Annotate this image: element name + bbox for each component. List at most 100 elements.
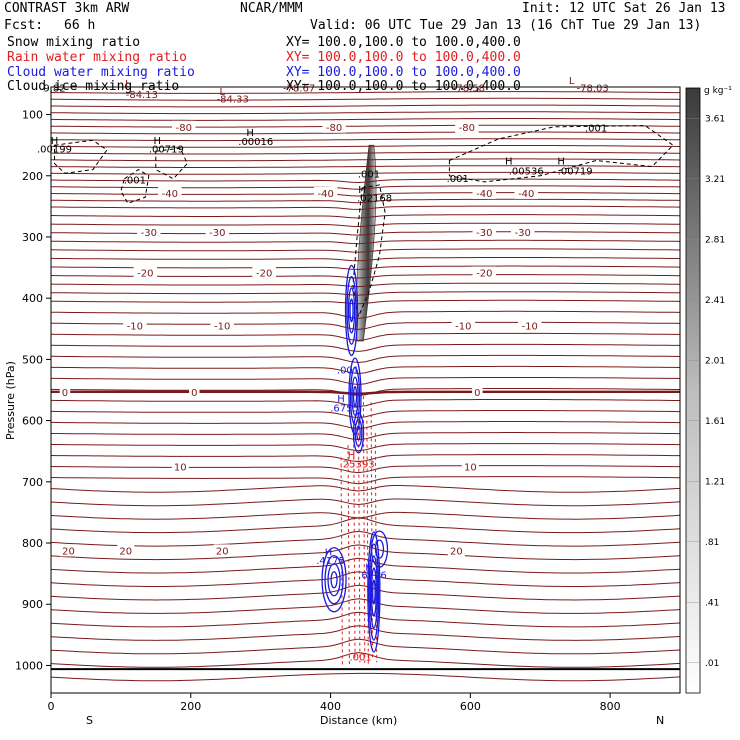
y-tick-label: 200: [22, 170, 43, 183]
isotherm-line: [51, 282, 680, 288]
colorbar-label: 2.81: [705, 235, 725, 245]
extremum-label: .00016: [238, 137, 273, 148]
extremum-label: -84.33: [217, 94, 249, 105]
isotherm-line: [51, 511, 680, 520]
cloud-water-contour: [346, 276, 357, 345]
contour-label: -10: [455, 322, 471, 333]
isotherm-line: [51, 530, 680, 547]
extremum-label: .6226: [358, 571, 387, 582]
y-tick-label: 1000: [15, 659, 43, 672]
rain-contours: [340, 396, 378, 666]
extremum-label: .00536: [509, 167, 544, 178]
plot-frame: [50, 86, 681, 694]
colorbar-label: .81: [705, 538, 719, 548]
isotherm-line: [51, 465, 680, 474]
rain-streak: [353, 426, 356, 660]
contour-label: -40: [317, 189, 333, 200]
contour-label: -30: [141, 228, 157, 239]
cloud-water-contour: [344, 264, 359, 357]
isotherm-line: [51, 185, 680, 190]
cloud-water-contour: [321, 547, 347, 613]
contour-label: -40: [476, 189, 492, 200]
contour-label: -20: [137, 268, 153, 279]
extremum-label: -78.67: [283, 83, 315, 94]
x-end-label-south: S: [86, 714, 93, 727]
field-xy-snow: XY= 100.0,100.0 to 100.0,400.0: [286, 35, 521, 50]
colorbar-label: 3.21: [705, 175, 725, 185]
colorbar-label: 2.41: [705, 296, 725, 306]
model-title: CONTRAST 3km ARW: [4, 1, 130, 16]
extremum-label: H: [348, 451, 356, 462]
extremum-label: .001: [349, 653, 371, 664]
extremum-label: H: [358, 185, 366, 196]
isotherm-line: [51, 332, 680, 341]
extremum-label: H: [505, 157, 513, 168]
cloud-ice-contours: [54, 125, 674, 319]
isotherm-line: [51, 443, 680, 452]
isotherm-line: [51, 97, 680, 101]
contour-labels: -80 -80 -80 -40 -40 -40 -40 -30 -30 -30 -30 -20 -20 -…: [59, 120, 542, 557]
rain-streak: [366, 420, 369, 666]
extremum-label: -78.58: [453, 83, 485, 94]
isotherm-line: [51, 544, 680, 561]
contour-label: -20: [476, 268, 492, 279]
colorbar-label: 2.01: [705, 356, 725, 366]
contour-label: -30: [476, 228, 492, 239]
extremum-label: L: [125, 79, 131, 90]
isotherm-line: [51, 557, 680, 574]
isotherm-line: [51, 145, 680, 148]
extremum-label: H: [365, 563, 373, 574]
isotherm-line: [51, 214, 680, 219]
x-tick-label: 800: [600, 700, 621, 713]
field-xy-rain: XY= 100.0,100.0 to 100.0,400.0: [286, 50, 521, 65]
colorbar-label: 1.61: [705, 417, 725, 427]
ice-contour: [120, 169, 150, 204]
field-xy-cloud-water: XY= 100.0,100.0 to 100.0,400.0: [286, 65, 521, 80]
contour-label: -10: [214, 322, 230, 333]
contour-label-bg: [447, 544, 465, 557]
contour-label-bg: [313, 186, 338, 199]
contour-label: 0: [62, 388, 68, 399]
isotherm-line: [51, 104, 680, 108]
cloud-water-contour: [356, 425, 361, 441]
contour-label-bg: [171, 460, 189, 473]
extremum-label: .6755: [330, 403, 359, 414]
extremum-label: .001: [447, 174, 469, 185]
contour-label-bg: [322, 120, 346, 133]
isotherm-line: [51, 399, 680, 408]
cloud-water-contour: [351, 376, 359, 416]
extremum-label: L: [569, 76, 575, 87]
ice-contour: [155, 147, 188, 180]
isotherm-line: [51, 517, 680, 534]
extremum-label: .02168: [357, 193, 392, 204]
y-tick-label: 400: [22, 292, 43, 305]
y-tick-label: 300: [22, 231, 43, 244]
contour-label-bg: [514, 186, 538, 199]
isotherm-line: [51, 178, 680, 184]
contour-label-bg: [210, 319, 234, 332]
contour-label-bg: [59, 385, 71, 398]
cloud-water-contour: [347, 287, 356, 334]
cloud-water-contour: [374, 539, 385, 559]
extremum-label: H: [153, 136, 161, 147]
contour-label-bg: [123, 319, 147, 332]
cloud-water-contours: [321, 264, 389, 653]
isotherm-line: [51, 321, 680, 330]
isotherm-line: [51, 248, 680, 253]
isotherm-line: [51, 131, 680, 135]
extremum-label: H: [325, 547, 333, 558]
colorbar-label: .01: [705, 659, 719, 669]
colorbar-label: .41: [705, 598, 719, 608]
colorbar: g kg⁻¹ .01 .41 .81 1.21 1.61 2.01 2.41 2.81 3.21…: [685, 86, 732, 694]
contour-label-bg: [137, 226, 161, 239]
valid-time: Valid: 06 UTC Tue 29 Jan 13 (16 ChT Tue …: [310, 18, 702, 33]
extremum-label: .25393: [340, 460, 375, 471]
zero-isotherm: [51, 390, 680, 395]
field-name-cloud-water: Cloud water mixing ratio: [7, 65, 195, 80]
contour-label-bg: [472, 266, 497, 279]
extremum-label: .00719: [558, 167, 593, 178]
cloud-water-contour: [370, 567, 377, 617]
contour-label: -20: [256, 268, 272, 279]
isotherm-line: [51, 421, 680, 430]
cloud-water-contour: [352, 385, 358, 407]
